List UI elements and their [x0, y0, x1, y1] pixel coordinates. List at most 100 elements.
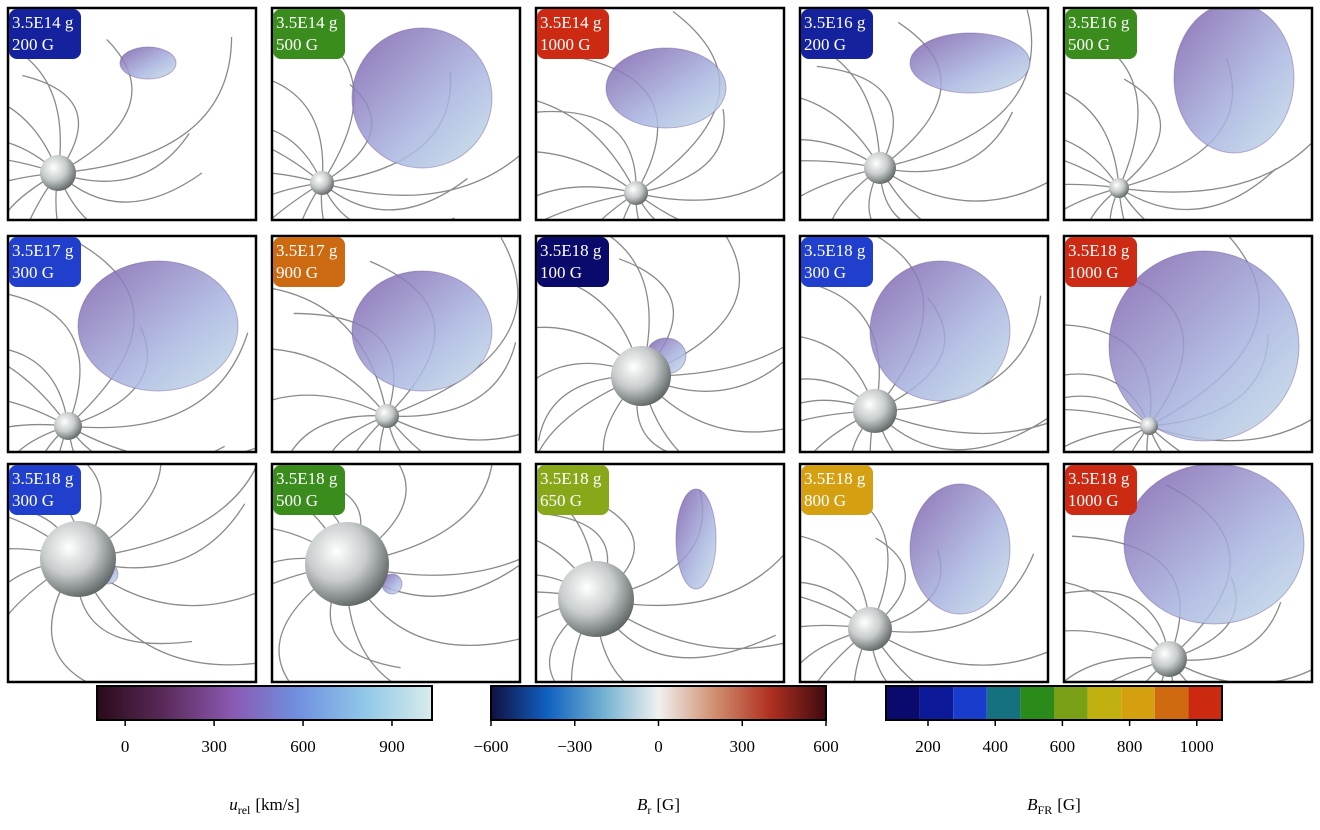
panel-field: 200 G: [12, 35, 54, 54]
colorbar-tick-label: 400: [982, 737, 1008, 756]
star-sphere: [864, 152, 896, 184]
colorbar-tick-label: 0: [121, 737, 130, 756]
star-sphere: [375, 404, 399, 428]
colorbar-bin: [886, 686, 920, 720]
colorbar-gradient: [491, 686, 826, 720]
star-sphere: [624, 181, 648, 205]
isosurface: [606, 48, 726, 128]
star-sphere: [1109, 178, 1129, 198]
colorbar-bin: [1054, 686, 1088, 720]
panel-mass: 3.5E18 g: [1068, 469, 1130, 488]
panel-field: 200 G: [804, 35, 846, 54]
colorbar: 0 300 600 900 urel [km/s]: [97, 686, 432, 817]
panel-field: 500 G: [276, 35, 318, 54]
panel-mass: 3.5E18 g: [1068, 241, 1130, 260]
panel-field: 300 G: [12, 263, 54, 282]
colorbar-tick-label: 600: [813, 737, 839, 756]
star-sphere: [853, 389, 897, 433]
colorbar-tick-label: 0: [654, 737, 663, 756]
colorbar-label: Br [G]: [637, 795, 680, 817]
colorbar-tick-label: 900: [379, 737, 405, 756]
label-symbol: B: [637, 795, 648, 814]
isosurface: [352, 28, 492, 168]
label-subscript: r: [647, 803, 651, 817]
panel-field: 1000 G: [1068, 263, 1119, 282]
label-subscript: FR: [1038, 803, 1053, 817]
isosurface: [1109, 251, 1299, 441]
colorbar: −600 −300 0 300 600 Br [G]: [473, 686, 838, 817]
panel-field: 500 G: [276, 491, 318, 510]
colorbar-tick-label: −300: [557, 737, 592, 756]
colorbar-gradient: [97, 686, 432, 720]
page: 3.5E14 g 200 G 3.5E14 g 500 G 3.5E14 g 1000 G…: [0, 0, 1320, 830]
star-sphere: [54, 412, 82, 440]
panel-field: 650 G: [540, 491, 582, 510]
star-sphere: [1140, 417, 1158, 435]
colorbar-bin: [1155, 686, 1189, 720]
star-sphere: [305, 522, 389, 606]
isosurface: [910, 484, 1010, 614]
colorbar-bin: [1020, 686, 1054, 720]
star-sphere: [1151, 641, 1187, 677]
panel-field: 100 G: [540, 263, 582, 282]
panel-mass: 3.5E14 g: [276, 13, 338, 32]
panel-mass: 3.5E18 g: [804, 469, 866, 488]
panel-field: 800 G: [804, 491, 846, 510]
isosurface: [352, 271, 492, 391]
colorbar-label: BFR [G]: [1027, 795, 1081, 817]
panel-mass: 3.5E18 g: [276, 469, 338, 488]
panel-mass: 3.5E17 g: [12, 241, 74, 260]
label-symbol: B: [1027, 795, 1038, 814]
colorbar-tick-label: 200: [915, 737, 941, 756]
isosurface: [910, 33, 1030, 93]
panel-field: 300 G: [12, 491, 54, 510]
panel-field: 500 G: [1068, 35, 1110, 54]
isosurface: [120, 47, 176, 79]
isosurface: [676, 489, 716, 589]
colorbar-tick-label: 600: [1050, 737, 1076, 756]
star-sphere: [848, 607, 892, 651]
panel-field: 900 G: [276, 263, 318, 282]
panel-mass: 3.5E18 g: [12, 469, 74, 488]
panel-mass: 3.5E16 g: [804, 13, 866, 32]
panel-mass: 3.5E18 g: [804, 241, 866, 260]
colorbar-tick-label: 300: [730, 737, 756, 756]
field-line: [1027, 659, 1169, 825]
panel-mass: 3.5E18 g: [540, 469, 602, 488]
isosurface: [870, 261, 1010, 401]
panel-field: 1000 G: [1068, 491, 1119, 510]
label-subscript: rel: [238, 803, 251, 817]
panel-mass: 3.5E14 g: [540, 13, 602, 32]
panel-mass: 3.5E14 g: [12, 13, 74, 32]
star-sphere: [611, 346, 671, 406]
colorbar-label: urel [km/s]: [229, 795, 300, 817]
star-sphere: [310, 171, 334, 195]
isosurface: [78, 261, 238, 391]
label-symbol: u: [229, 795, 238, 814]
colorbar-tick-label: −600: [473, 737, 508, 756]
panel-field: 300 G: [804, 263, 846, 282]
colorbar-bin: [953, 686, 987, 720]
colorbar-bin: [1088, 686, 1122, 720]
label-unit: [G]: [656, 795, 680, 814]
colorbar-bin: [920, 686, 954, 720]
colorbar-tick-label: 300: [201, 737, 227, 756]
isosurface: [1124, 464, 1304, 624]
star-sphere: [40, 155, 76, 191]
colorbar-bin: [1121, 686, 1155, 720]
panel-mass: 3.5E17 g: [276, 241, 338, 260]
label-unit: [G]: [1057, 795, 1081, 814]
isosurface: [1174, 3, 1294, 153]
label-unit: [km/s]: [255, 795, 299, 814]
figure: 3.5E14 g 200 G 3.5E14 g 500 G 3.5E14 g 1000 G…: [0, 0, 1320, 825]
panel-mass: 3.5E16 g: [1068, 13, 1130, 32]
colorbar-tick-label: 800: [1117, 737, 1143, 756]
panel-field: 1000 G: [540, 35, 591, 54]
star-sphere: [558, 561, 634, 637]
colorbar-tick-label: 600: [290, 737, 316, 756]
colorbar-bin: [987, 686, 1021, 720]
colorbar-bin: [1188, 686, 1222, 720]
panel-mass: 3.5E18 g: [540, 241, 602, 260]
star-sphere: [40, 521, 116, 597]
